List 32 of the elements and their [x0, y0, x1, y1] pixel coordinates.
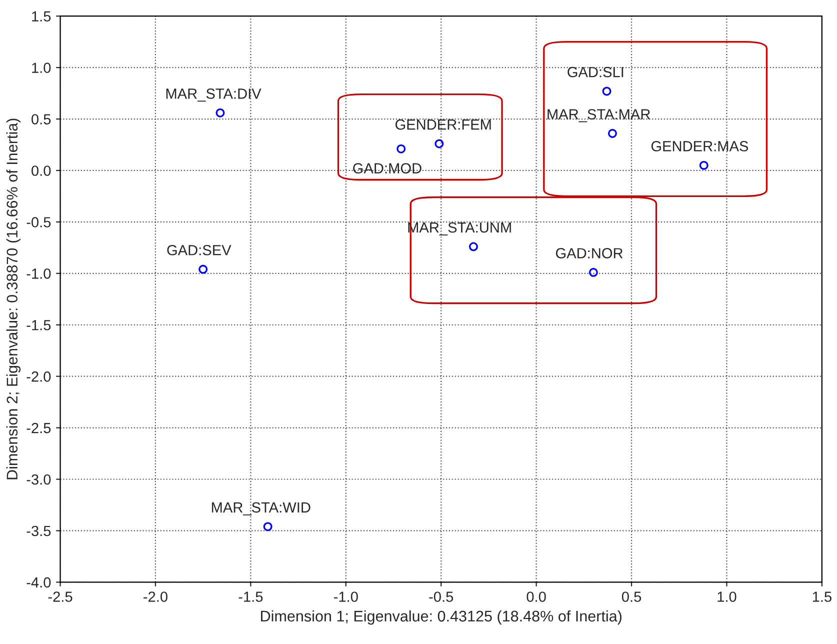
x-tick-label: 0.5 — [622, 592, 642, 602]
y-tick-label: -2.0 — [26, 371, 51, 382]
y-tick-label: -2.5 — [26, 422, 51, 434]
x-tick-label: 1.5 — [812, 592, 832, 602]
annotation: GAD:MOD — [353, 163, 422, 174]
y-tick-label: -3.5 — [26, 526, 51, 536]
y-tick-label: -1.0 — [26, 268, 51, 279]
annotation: GAD:SLI — [568, 66, 624, 78]
x-tick-label: -2.5 — [48, 592, 72, 602]
y-tick-label: 1.5 — [32, 11, 51, 22]
y-tick-label: -4.0 — [26, 577, 51, 588]
y-axis-title: Dimension 2; Eigenvalue: 0.38870 (16.66% of Inertia) — [6, 118, 21, 480]
x-tick-label: -1.5 — [238, 592, 263, 602]
x-tick-label: 0.0 — [526, 592, 546, 602]
x-axis-title: Dimension 1; Eigenvalue: 0.43125 (18.48% of Inertia) — [261, 610, 622, 625]
x-tick-label: -1.0 — [334, 592, 358, 602]
y-tick-label: -3.0 — [26, 474, 51, 485]
annotation: MAR_STA:MAR — [548, 109, 650, 122]
annotation: MAR_STA:DIV — [166, 88, 262, 102]
x-tick-label: 1.0 — [718, 592, 736, 602]
y-tick-label: 0.5 — [32, 114, 51, 124]
annotation: MAR_STA:WID — [212, 502, 310, 516]
x-tick-label: -0.5 — [429, 592, 454, 602]
y-tick-label: -0.5 — [26, 217, 51, 228]
annotation: GAD:SEV — [167, 244, 232, 256]
y-tick-label: 1.0 — [32, 62, 51, 73]
annotation: GENDER:FEM — [395, 119, 491, 130]
y-tick-label: -1.5 — [26, 320, 51, 330]
y-tick-label: 0.0 — [32, 166, 51, 176]
annotation: GAD:NOR — [556, 248, 623, 258]
annotation: GENDER:MAS — [651, 141, 748, 152]
x-tick-label: -2.0 — [144, 592, 168, 602]
